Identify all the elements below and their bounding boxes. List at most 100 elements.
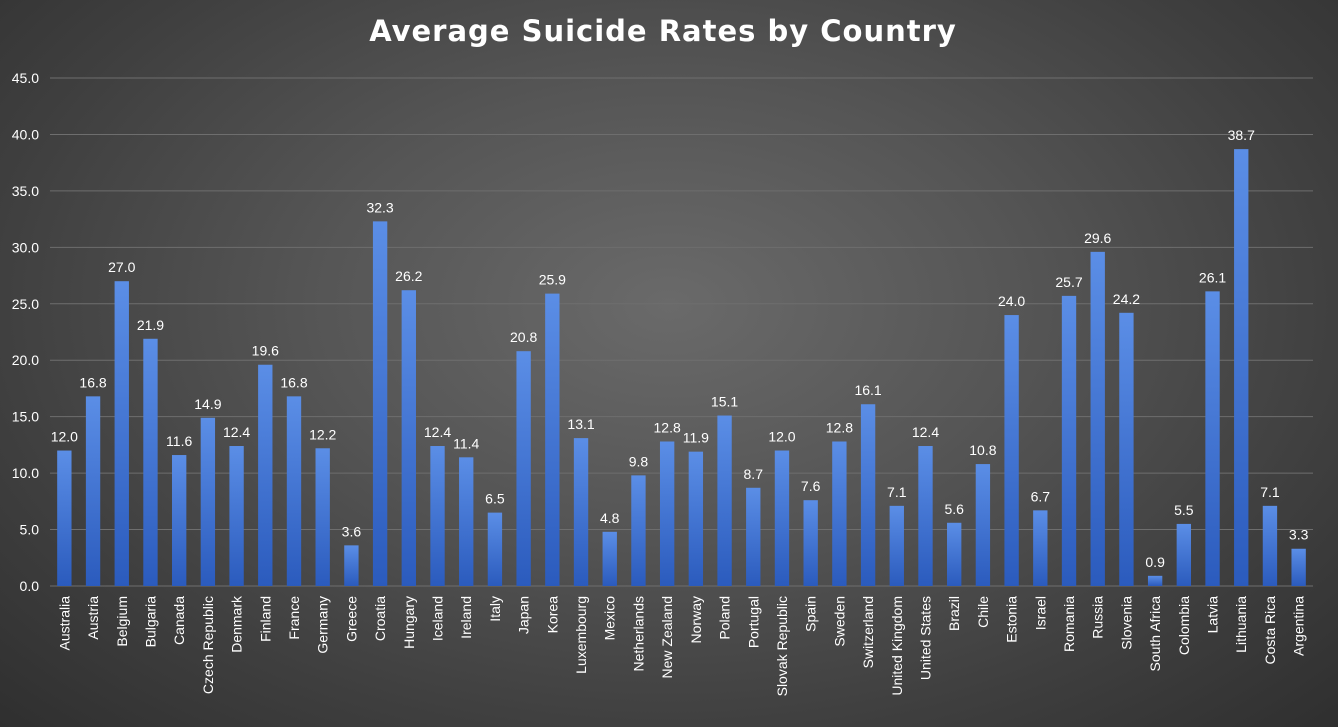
bar-hungary (401, 290, 416, 586)
y-axis-tick-labels: 0.0 5.0 10.0 15.0 20.0 25.0 30.0 35.0 40.0 45.0 (12, 70, 39, 594)
data-label: 13.1 (567, 416, 594, 432)
bar-united-kingdom (889, 505, 904, 586)
x-tick-label: Poland (717, 596, 733, 640)
x-tick-label: Latvia (1205, 596, 1221, 634)
bar-czech-republic (200, 417, 216, 586)
bar-belgium (114, 281, 129, 586)
data-label: 26.2 (395, 268, 422, 284)
x-tick-label: New Zealand (659, 596, 675, 679)
bar-mexico (602, 531, 617, 586)
x-tick-label: South Africa (1147, 596, 1163, 672)
bar-poland (717, 415, 732, 586)
data-label: 32.3 (366, 199, 393, 215)
bar-chile (975, 464, 991, 586)
bar-ireland (459, 457, 474, 586)
data-label: 20.8 (510, 329, 537, 345)
bar-greece (344, 545, 359, 586)
bar-italy (487, 512, 503, 586)
x-tick-label: Spain (803, 596, 819, 632)
bar-denmark (229, 446, 244, 586)
bar-spain (803, 500, 818, 586)
x-tick-label: Korea (544, 596, 560, 634)
x-tick-label: Mexico (602, 596, 618, 641)
data-label: 6.5 (485, 491, 505, 507)
x-tick-label: Estonia (1004, 596, 1020, 643)
y-tick-label: 0.0 (20, 578, 40, 594)
x-tick-label: Croatia (372, 596, 388, 641)
data-label: 7.1 (887, 484, 907, 500)
data-label: 11.9 (683, 430, 709, 446)
bar-lithuania (1234, 149, 1249, 586)
x-tick-label: Italy (487, 596, 503, 622)
data-labels: 12.016.827.021.911.614.912.419.616.812.2… (51, 127, 1309, 570)
bar-sweden (832, 441, 847, 586)
x-tick-label: Norway (688, 596, 704, 643)
data-label: 12.8 (826, 420, 853, 436)
bar-south-africa (1147, 575, 1163, 586)
data-label: 27.0 (108, 259, 135, 275)
x-tick-label: Ireland (458, 596, 474, 639)
data-label: 14.9 (194, 396, 221, 412)
y-tick-label: 25.0 (12, 296, 39, 312)
x-tick-label: Hungary (401, 596, 417, 649)
data-label: 5.6 (944, 501, 964, 517)
x-tick-label: Greece (343, 596, 359, 642)
data-label: 5.5 (1174, 502, 1194, 518)
x-tick-label: Portugal (745, 596, 761, 648)
data-label: 38.7 (1228, 127, 1255, 143)
data-label: 7.1 (1260, 484, 1280, 500)
x-axis-tick-labels: Australia Austria Belgium Bulgaria Canada Cze… (56, 595, 1306, 696)
x-tick-label: Lithuania (1233, 596, 1249, 653)
y-tick-label: 15.0 (12, 409, 39, 425)
bar-germany (315, 448, 330, 586)
x-tick-label: Russia (1090, 596, 1106, 639)
bar-finland (258, 364, 273, 586)
bar-switzerland (860, 404, 876, 586)
data-label: 11.6 (166, 433, 192, 449)
x-tick-label: United States (917, 596, 933, 680)
bar-estonia (1004, 315, 1019, 586)
data-label: 16.8 (280, 374, 307, 390)
data-label: 19.6 (252, 343, 279, 359)
x-tick-label: Colombia (1176, 596, 1192, 655)
bar-netherlands (631, 475, 646, 586)
x-tick-label: Finland (257, 596, 273, 642)
data-label: 26.1 (1199, 269, 1226, 285)
bar-brazil (947, 522, 962, 586)
data-label: 29.6 (1084, 230, 1111, 246)
x-tick-label: Chile (975, 596, 991, 628)
x-tick-label: Slovak Republic (774, 596, 790, 696)
x-tick-label: Costa Rica (1262, 596, 1278, 665)
data-label: 8.7 (744, 466, 764, 482)
data-label: 6.7 (1031, 488, 1051, 504)
bars (57, 149, 1306, 587)
data-label: 25.7 (1055, 274, 1082, 290)
data-label: 10.8 (969, 442, 996, 458)
bar-slovak-republic (774, 450, 790, 586)
data-label: 0.9 (1145, 554, 1165, 570)
x-tick-label: Canada (171, 596, 187, 645)
bar-new-zealand (659, 441, 675, 586)
y-tick-label: 40.0 (12, 126, 39, 142)
bar-slovenia (1119, 312, 1134, 586)
y-tick-label: 5.0 (20, 522, 40, 538)
bar-colombia (1176, 523, 1192, 586)
bar-france (286, 396, 302, 586)
x-tick-label: Romania (1061, 596, 1077, 652)
bar-united-states (918, 446, 933, 586)
x-tick-label: Slovenia (1118, 596, 1134, 650)
data-label: 9.8 (629, 453, 649, 469)
data-label: 12.2 (309, 426, 336, 442)
bar-latvia (1205, 291, 1220, 586)
bar-luxembourg (573, 438, 589, 586)
data-label: 12.4 (912, 424, 939, 440)
y-tick-label: 30.0 (12, 239, 39, 255)
x-tick-label: France (286, 596, 302, 640)
bar-portugal (746, 487, 761, 586)
x-tick-label: Japan (516, 596, 532, 634)
x-tick-label: Netherlands (630, 596, 646, 672)
y-tick-label: 20.0 (12, 352, 39, 368)
x-tick-label: United Kingdom (889, 596, 905, 696)
